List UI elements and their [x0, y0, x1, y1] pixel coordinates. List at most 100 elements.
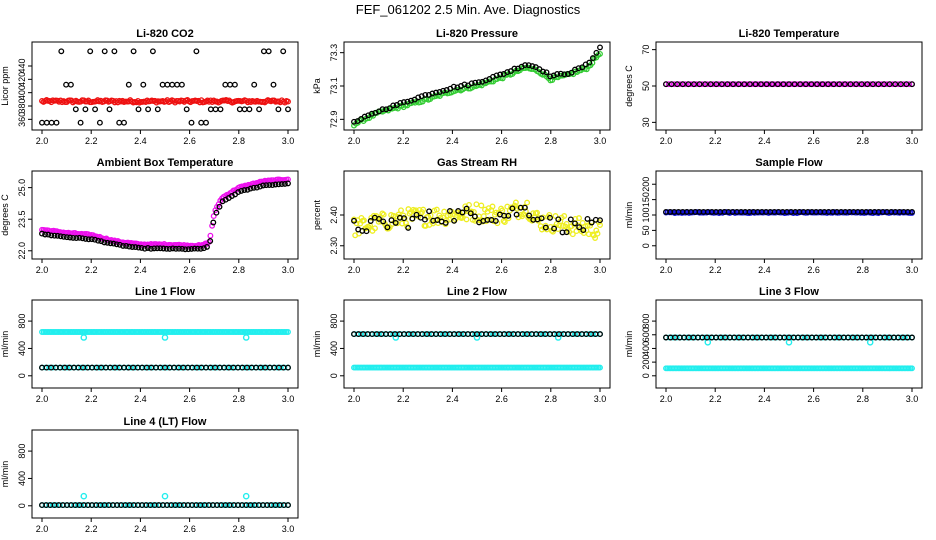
data-point: [379, 210, 386, 217]
data-point: [191, 245, 198, 252]
data-point: [203, 119, 209, 126]
data-point: [145, 106, 152, 113]
data-point: [178, 81, 185, 88]
y-axis-label: ml/min: [0, 331, 10, 358]
data-point: [529, 63, 536, 70]
data-point: [79, 235, 86, 242]
chart-panel: Li-820 CO2 Licor ppm 2.0 2.2 2.4 2.6 2.8 3.0 360…: [0, 28, 299, 146]
x-tick-label: 2.6: [183, 524, 196, 534]
x-tick-label: 3.0: [282, 524, 295, 534]
data-point: [597, 44, 603, 51]
data-point: [58, 48, 65, 55]
data-point: [227, 81, 234, 88]
data-point: [48, 119, 55, 126]
x-tick-label: 2.0: [660, 136, 673, 146]
panels-grid: Li-820 CO2 Licor ppm 2.0 2.2 2.4 2.6 2.8 3.0 360…: [0, 28, 923, 534]
data-point: [392, 334, 400, 341]
panel-title: Line 2 Flow: [447, 286, 507, 298]
data-point: [280, 48, 287, 55]
data-point: [166, 245, 173, 252]
data-point: [87, 48, 94, 55]
data-point: [183, 106, 190, 113]
x-tick-label: 2.2: [397, 265, 410, 275]
data-point: [285, 502, 291, 509]
data-point: [429, 90, 436, 97]
data-point: [693, 81, 700, 88]
y-tick-label: 2.30: [329, 237, 339, 255]
data-point: [116, 241, 123, 248]
data-point: [73, 235, 80, 242]
data-point: [401, 215, 407, 222]
data-point: [594, 230, 601, 237]
data-point: [95, 237, 102, 244]
x-tick-label: 3.0: [282, 265, 295, 275]
data-point: [554, 334, 562, 341]
data-point: [182, 246, 189, 253]
data-point: [111, 48, 118, 55]
x-tick-label: 2.0: [660, 394, 673, 404]
data-point: [176, 245, 182, 252]
data-point: [720, 334, 726, 341]
data-point: [351, 118, 357, 125]
data-point: [197, 245, 204, 252]
x-tick-label: 3.0: [906, 265, 919, 275]
data-point: [124, 502, 131, 509]
data-point: [172, 245, 179, 252]
data-point: [473, 334, 481, 341]
data-point: [468, 80, 475, 87]
data-point: [489, 203, 496, 210]
data-point: [174, 81, 181, 88]
panel-title: Line 4 (LT) Flow: [124, 416, 207, 428]
data-point: [275, 181, 282, 188]
y-tick-label: 73.1: [329, 77, 339, 95]
data-point: [597, 50, 603, 57]
data-point: [889, 81, 896, 88]
data-point: [597, 331, 603, 338]
data-point: [597, 217, 603, 224]
data-point: [685, 81, 692, 88]
data-series: [351, 44, 603, 125]
data-point: [96, 119, 103, 126]
x-tick-label: 2.2: [85, 136, 98, 146]
data-point: [688, 334, 694, 341]
data-point: [247, 185, 254, 192]
data-point: [841, 81, 848, 88]
data-point: [51, 232, 58, 239]
data-point: [146, 364, 152, 371]
panel-title: Li-820 Pressure: [436, 28, 518, 40]
x-tick-label: 2.6: [183, 136, 196, 146]
data-series: [663, 81, 915, 88]
figure-title: FEF_061202 2.5 Min. Ave. Diagnostics: [356, 2, 581, 17]
data-point: [884, 81, 891, 88]
data-point: [492, 217, 499, 224]
data-point: [780, 81, 787, 88]
data-series: [351, 199, 603, 241]
data-point: [786, 81, 792, 88]
data-point: [802, 334, 808, 341]
data-point: [213, 209, 220, 216]
data-point: [400, 99, 407, 106]
data-point: [718, 81, 725, 88]
data-point: [505, 215, 512, 222]
data-point: [752, 334, 759, 341]
data-point: [106, 106, 113, 113]
x-tick-label: 2.0: [36, 524, 49, 534]
data-point: [123, 242, 130, 249]
x-tick-label: 3.0: [906, 394, 919, 404]
y-tick-label: 600: [641, 327, 651, 342]
data-point: [513, 211, 520, 218]
x-tick-label: 2.0: [36, 265, 49, 275]
data-point: [463, 216, 470, 223]
data-point: [584, 215, 591, 222]
data-point: [390, 102, 397, 109]
x-tick-label: 2.4: [758, 394, 771, 404]
data-point: [422, 222, 429, 229]
data-point: [869, 81, 876, 88]
data-point: [269, 182, 276, 189]
data-point: [847, 81, 854, 88]
y-axis-label: kPa: [312, 78, 322, 94]
data-point: [135, 244, 142, 251]
data-point: [663, 81, 669, 88]
x-tick-label: 2.8: [233, 394, 246, 404]
data-point: [884, 334, 890, 341]
